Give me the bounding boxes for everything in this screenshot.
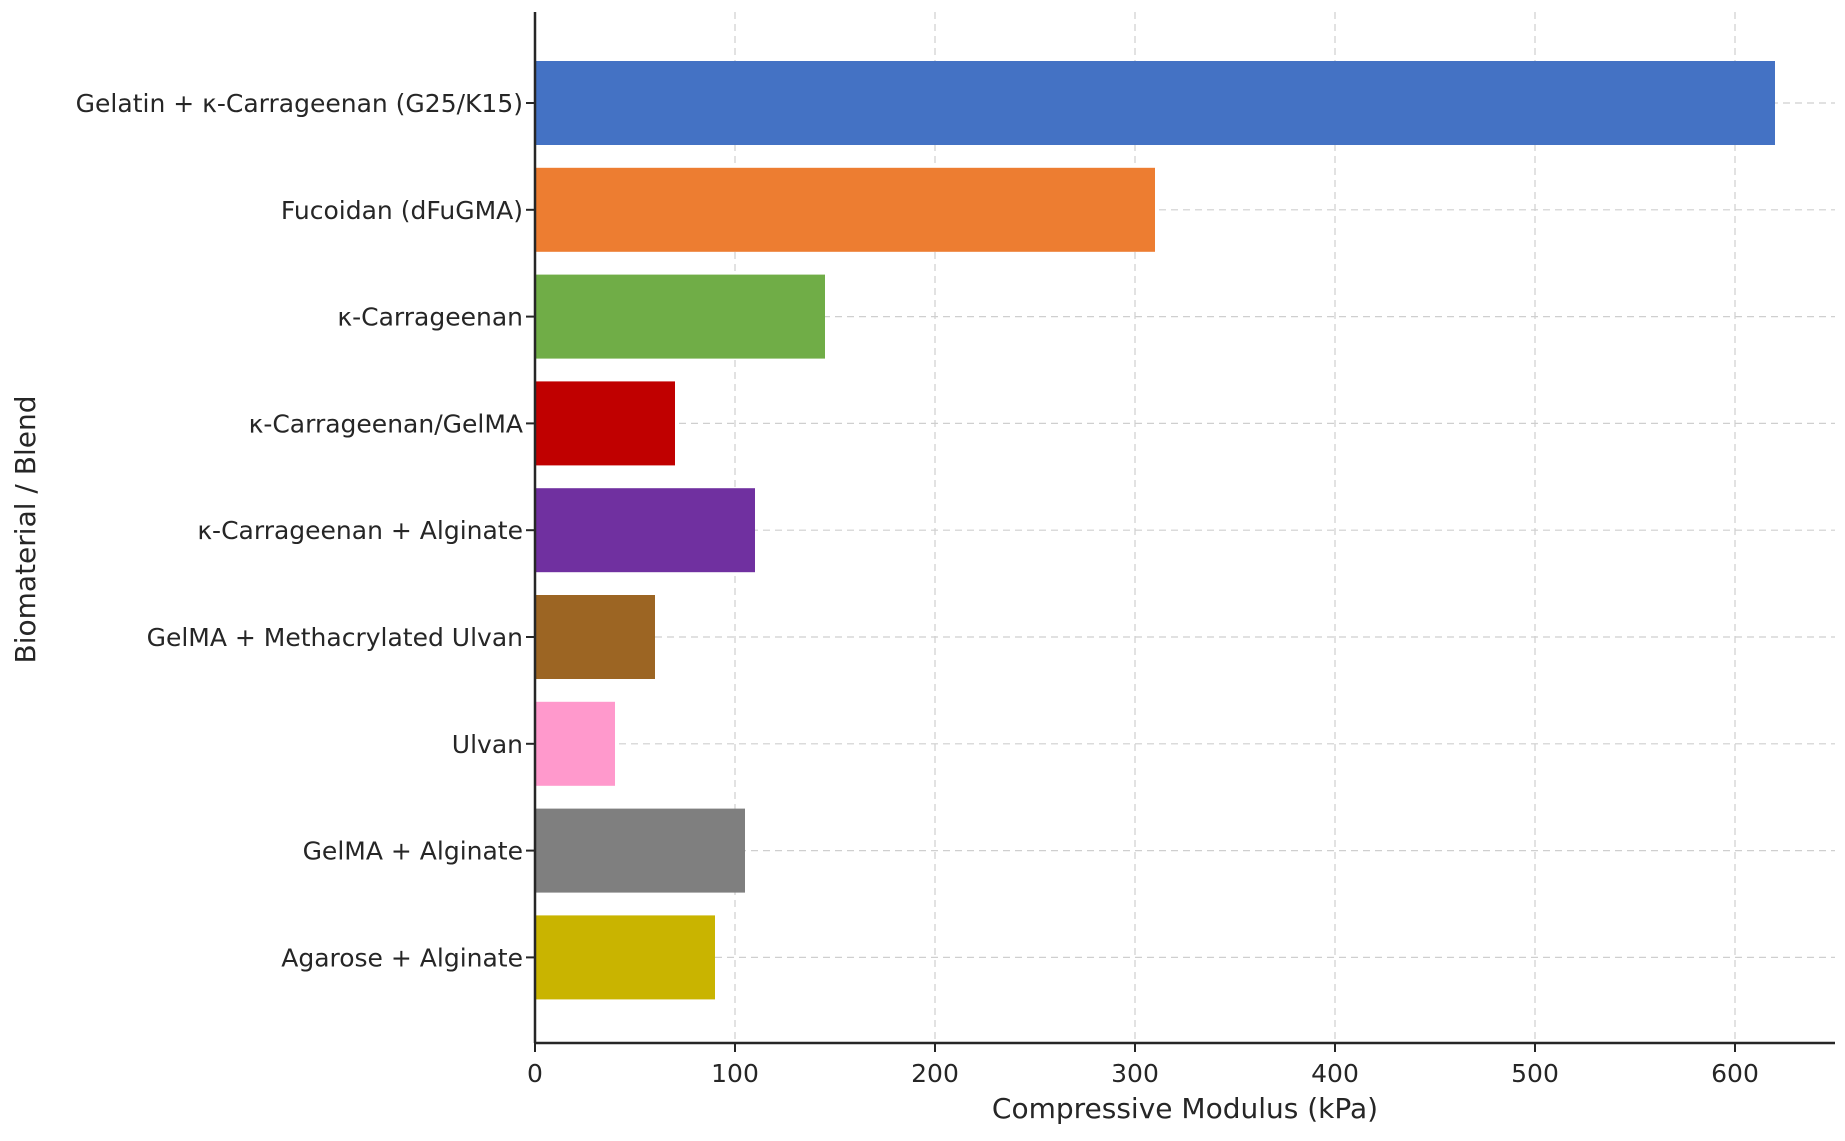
y-ticks: Gelatin + κ-Carrageenan (G25/K15) Fucoida…	[76, 89, 535, 972]
x-tick-label: 300	[1111, 1059, 1159, 1088]
bar	[535, 61, 1775, 145]
x-ticks: 0 100 200 300 400 500 600	[527, 1043, 1759, 1088]
x-tick-label: 0	[527, 1059, 543, 1088]
y-axis-title: Biomaterial / Blend	[9, 396, 42, 664]
bar	[535, 488, 755, 573]
x-tick-label: 200	[911, 1059, 959, 1088]
y-tick-label: Agarose + Alginate	[281, 943, 523, 972]
y-tick-label: Fucoidan (dFuGMA)	[281, 196, 523, 225]
bar	[535, 381, 675, 466]
y-tick-label: Ulvan	[452, 730, 523, 759]
y-tick-label: κ-Carrageenan	[337, 303, 523, 332]
x-axis-title: Compressive Modulus (kPa)	[992, 1092, 1378, 1125]
y-tick-label: GelMA + Alginate	[303, 837, 523, 866]
x-tick-label: 100	[711, 1059, 759, 1088]
bar	[535, 274, 825, 359]
bar	[535, 167, 1155, 252]
bar	[535, 595, 655, 679]
bars	[535, 61, 1775, 1000]
y-tick-label: Gelatin + κ-Carrageenan (G25/K15)	[76, 89, 523, 118]
y-tick-label: κ-Carrageenan/GelMA	[249, 409, 523, 438]
axes	[533, 12, 1835, 1045]
bar	[535, 915, 715, 1000]
x-tick-label: 600	[1711, 1059, 1759, 1088]
bar	[535, 808, 745, 893]
bar	[535, 701, 615, 786]
x-tick-label: 400	[1311, 1059, 1359, 1088]
y-tick-label: κ-Carrageenan + Alginate	[197, 516, 523, 545]
y-tick-label: GelMA + Methacrylated Ulvan	[147, 623, 523, 652]
x-tick-label: 500	[1511, 1059, 1559, 1088]
